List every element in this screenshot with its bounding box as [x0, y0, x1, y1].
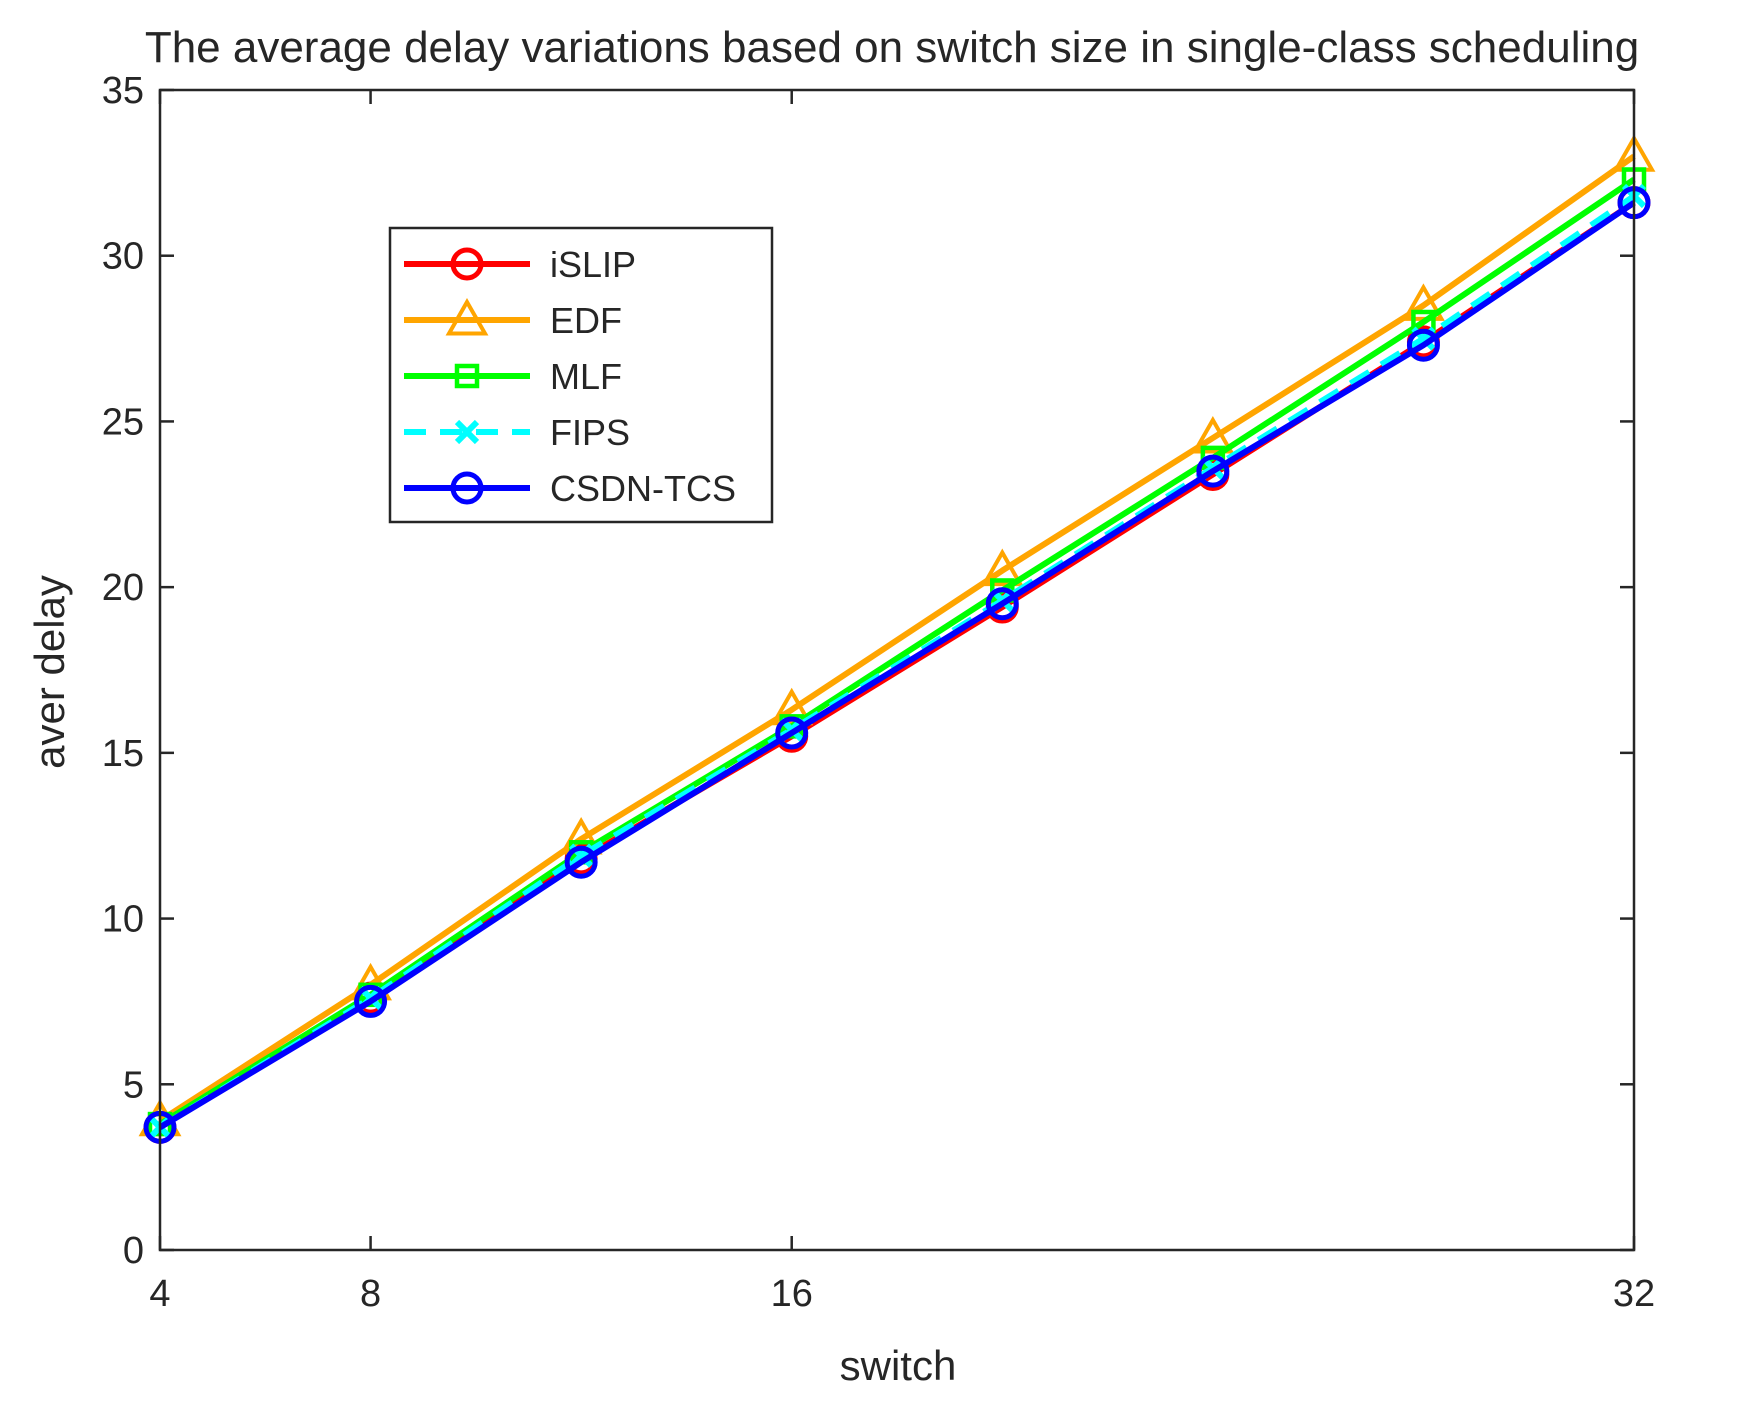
y-tick-label: 30: [102, 236, 144, 278]
y-tick-label: 25: [102, 401, 144, 443]
x-tick-label: 4: [149, 1273, 170, 1315]
x-axis-label: switch: [840, 1342, 957, 1389]
series-line-edf: [158, 153, 1636, 1124]
data-point-csdn-tcs: [775, 716, 809, 750]
data-point-csdn-tcs: [1196, 454, 1230, 488]
legend-label-csdn-tcs: CSDN-TCS: [550, 468, 736, 509]
legend-item-fips: FIPS: [404, 412, 630, 453]
data-point-edf: [1191, 415, 1235, 454]
legend-label-islip: iSLIP: [550, 244, 636, 285]
legend-item-edf: EDF: [404, 297, 622, 341]
legend-item-csdn-tcs: CSDN-TCS: [404, 468, 736, 509]
data-point-csdn-tcs: [564, 845, 598, 879]
x-tick-label: 8: [360, 1273, 381, 1315]
series-line-csdn-tcs: [158, 200, 1636, 1130]
x-tick-label: 32: [1613, 1273, 1655, 1315]
data-point-csdn-tcs: [985, 587, 1019, 621]
legend-marker-fips: [454, 419, 480, 445]
data-point-edf: [980, 548, 1024, 587]
y-tick-label: 15: [102, 733, 144, 775]
y-tick-label: 5: [123, 1064, 144, 1106]
legend-marker-mlf: [454, 363, 480, 389]
x-tick-label: 16: [771, 1273, 813, 1315]
legend-marker-csdn-tcs: [450, 471, 484, 505]
legend-marker-fips-stroke-b: [454, 419, 480, 445]
axes-box: [158, 88, 1636, 1252]
legend-label-mlf: MLF: [550, 356, 622, 397]
y-axis-label: aver delay: [26, 575, 73, 769]
legend-label-fips: FIPS: [550, 412, 630, 453]
legend: iSLIP EDF MLF FIPS CSDN-TCS: [388, 226, 774, 524]
y-axis: 0 5 10 15 20 25 30 35: [102, 70, 1634, 1272]
chart-title: The average delay variations based on sw…: [145, 23, 1639, 72]
series-csdn-tcs: [143, 186, 1651, 1144]
x-axis: 4 8 16 32: [149, 90, 1655, 1315]
y-tick-label: 10: [102, 899, 144, 941]
legend-marker-edf: [445, 297, 489, 336]
y-tick-label: 20: [102, 567, 144, 609]
data-point-csdn-tcs: [354, 984, 388, 1018]
y-tick-label: 35: [102, 70, 144, 112]
legend-marker-islip: [450, 247, 484, 281]
y-tick-label: 0: [123, 1230, 144, 1272]
legend-item-mlf: MLF: [404, 356, 622, 397]
data-point-csdn-tcs: [1406, 328, 1440, 362]
legend-item-islip: iSLIP: [404, 244, 636, 285]
legend-label-edf: EDF: [550, 300, 622, 341]
axes-frame: [158, 88, 1636, 1252]
